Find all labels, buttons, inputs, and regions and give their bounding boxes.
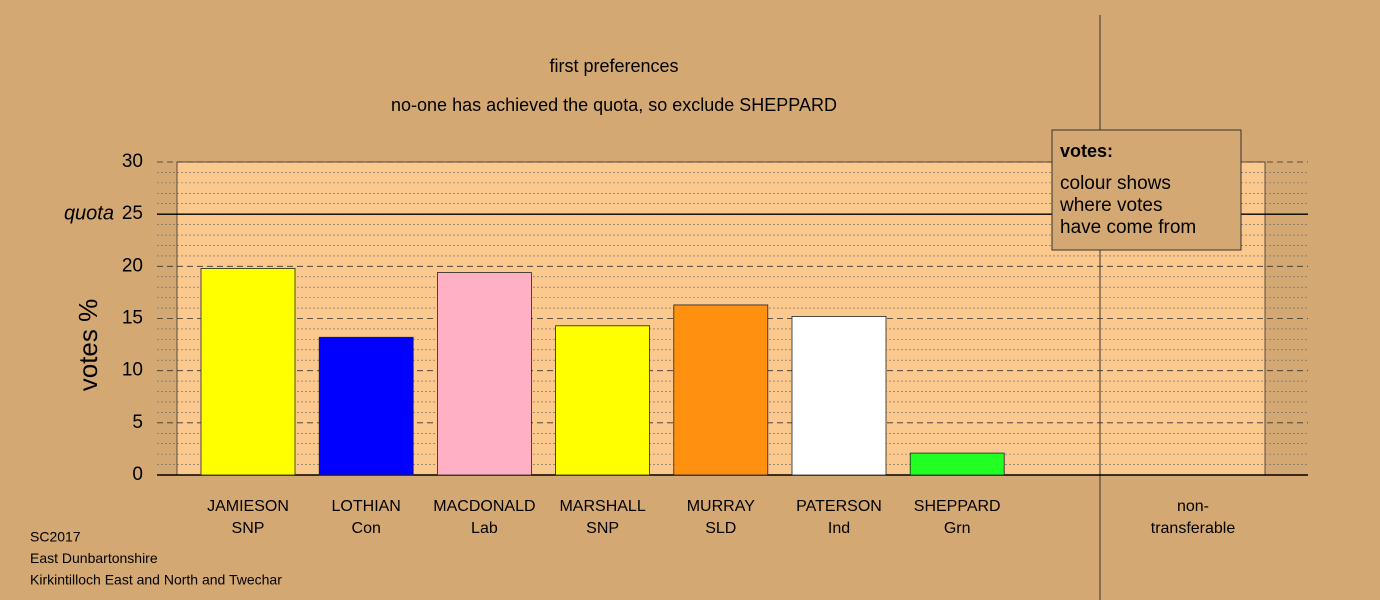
legend-text: colour shows (1060, 173, 1171, 194)
x-tick-label: SLD (705, 520, 736, 537)
footer-text: East Dunbartonshire (30, 550, 158, 566)
legend-box (1051, 129, 1242, 251)
y-tick-label: 5 (132, 412, 143, 433)
chart-title: first preferences (549, 56, 678, 76)
x-tick-label: MARSHALL (559, 498, 645, 515)
y-tick-label: 15 (122, 308, 143, 329)
bar (791, 316, 887, 476)
y-tick-label: 25 (122, 203, 143, 224)
x-tick-label: SNP (586, 520, 619, 537)
x-tick-label: transferable (1151, 520, 1236, 537)
y-axis-label: votes % (73, 299, 103, 392)
footer-text: SC2017 (30, 529, 81, 545)
y-tick-label: 30 (122, 151, 143, 172)
y-tick-label: 10 (122, 360, 143, 381)
x-tick-label: MACDONALD (433, 498, 535, 515)
x-tick-label: Grn (944, 520, 971, 537)
x-tick-label: JAMIESON (207, 498, 289, 515)
footer-text: Kirkintilloch East and North and Twechar (30, 572, 282, 588)
bar (673, 304, 769, 476)
bar (318, 336, 414, 476)
x-tick-label: LOTHIAN (332, 498, 401, 515)
legend-text: where votes (1059, 195, 1162, 216)
x-tick-label: SHEPPARD (914, 498, 1001, 515)
y-tick-label: 20 (122, 255, 143, 276)
legend-title: votes: (1060, 141, 1113, 161)
x-tick-label: Con (352, 520, 381, 537)
bar (909, 452, 1005, 476)
quota-label: quota (64, 202, 114, 224)
x-tick-label: Ind (828, 520, 850, 537)
bar (555, 325, 650, 476)
bar (200, 268, 296, 476)
bar (436, 272, 532, 476)
x-tick-label: SNP (232, 520, 265, 537)
legend-text: have come from (1060, 217, 1196, 238)
x-tick-label: MURRAY (687, 498, 755, 515)
y-tick-label: 0 (132, 464, 143, 485)
chart-subtitle: no-one has achieved the quota, so exclud… (391, 95, 837, 115)
x-tick-label: non- (1177, 498, 1209, 515)
x-tick-label: Lab (471, 520, 498, 537)
x-tick-label: PATERSON (796, 498, 882, 515)
